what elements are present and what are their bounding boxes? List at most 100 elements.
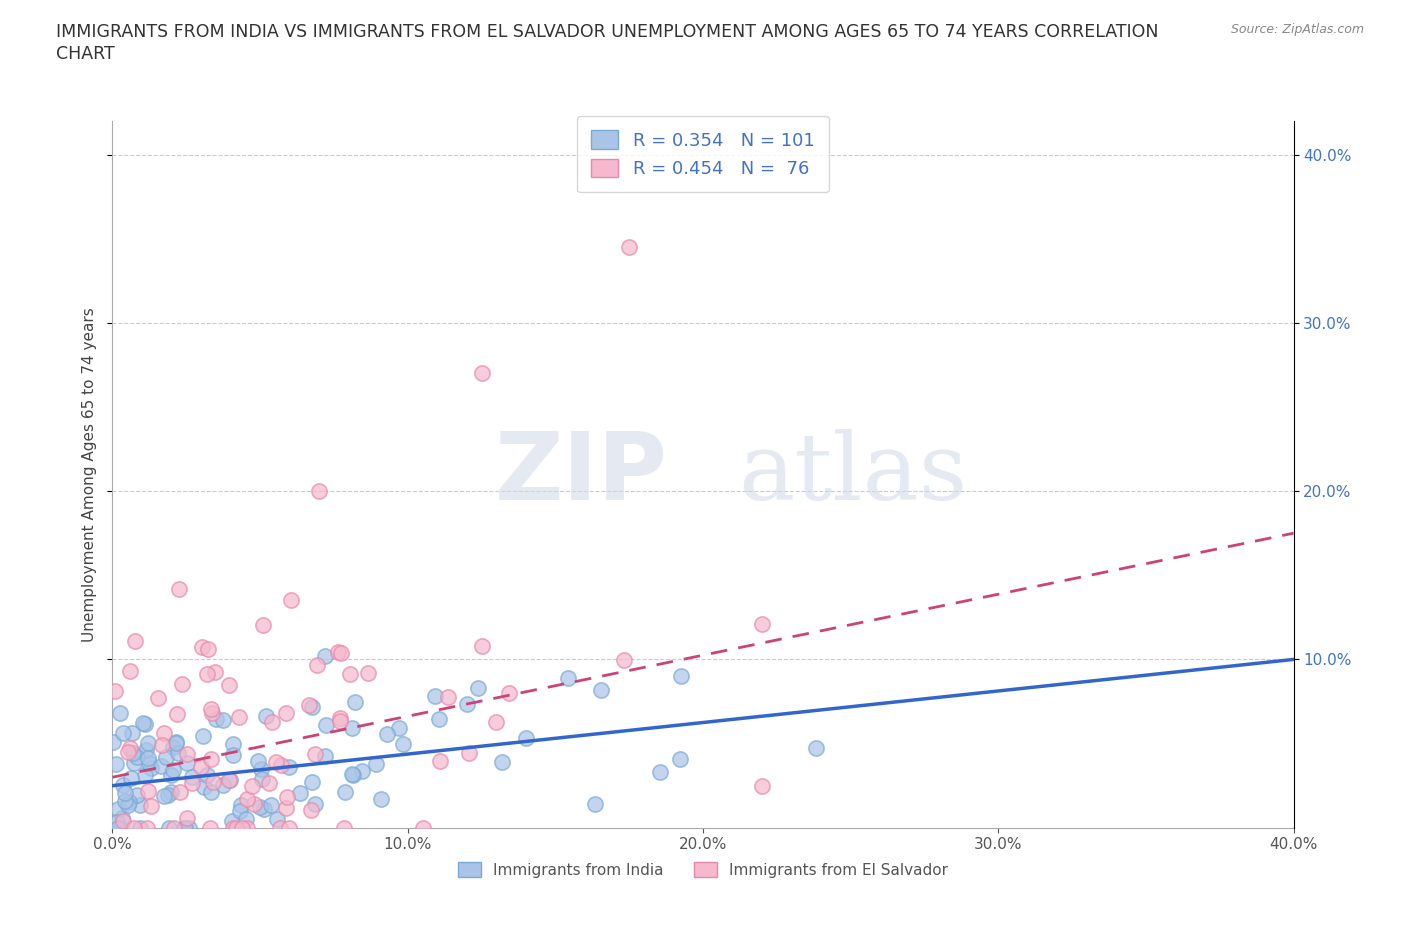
Point [112, 777, 135, 792]
Point [104, 757, 127, 772]
Point [120, 770, 142, 785]
Point [200, 751, 222, 766]
Point [470, 639, 492, 654]
Point [254, 708, 277, 723]
Point [297, 698, 319, 712]
Point [288, 786, 311, 801]
Point [257, 776, 280, 790]
Point [388, 720, 411, 735]
Point [135, 820, 157, 835]
Point [280, 592, 302, 607]
Point [127, 750, 149, 764]
Point [329, 645, 352, 660]
Point [456, 697, 478, 711]
Point [122, 820, 145, 835]
Point [470, 365, 494, 380]
Point [305, 658, 328, 672]
Point [221, 748, 243, 763]
Point [190, 760, 212, 775]
Point [114, 793, 136, 808]
Point [157, 788, 180, 803]
Point [181, 769, 204, 784]
Point [314, 748, 336, 763]
Point [315, 717, 337, 732]
Point [111, 810, 134, 825]
Point [104, 684, 127, 698]
Point [120, 664, 142, 679]
Point [121, 726, 143, 741]
Point [197, 642, 219, 657]
Point [751, 617, 773, 631]
Point [278, 820, 301, 835]
Point [162, 739, 184, 754]
Point [333, 785, 356, 800]
Point [134, 717, 156, 732]
Point [364, 757, 387, 772]
Point [375, 726, 398, 741]
Point [668, 751, 690, 766]
Point [181, 776, 204, 790]
Point [193, 779, 215, 794]
Point [114, 786, 136, 801]
Point [437, 689, 460, 704]
Point [169, 785, 191, 800]
Point [195, 768, 218, 783]
Point [221, 814, 243, 829]
Point [135, 742, 157, 757]
Point [117, 745, 139, 760]
Point [429, 753, 451, 768]
Point [370, 791, 392, 806]
Point [262, 714, 284, 729]
Point [150, 737, 173, 752]
Point [112, 725, 135, 740]
Point [218, 773, 240, 788]
Point [342, 767, 364, 782]
Point [357, 666, 380, 681]
Point [122, 756, 145, 771]
Point [619, 240, 641, 255]
Point [222, 820, 245, 835]
Point [197, 667, 219, 682]
Point [165, 735, 187, 750]
Point [108, 820, 131, 835]
Point [491, 754, 513, 769]
Point [165, 736, 187, 751]
Point [108, 706, 131, 721]
Point [204, 664, 226, 679]
Point [136, 784, 159, 799]
Point [117, 797, 139, 812]
Point [176, 811, 198, 826]
Point [160, 767, 183, 782]
Point [202, 775, 225, 790]
Point [276, 801, 298, 816]
Point [218, 773, 240, 788]
Point [118, 794, 141, 809]
Point [340, 766, 363, 781]
Point [270, 757, 292, 772]
Text: Source: ZipAtlas.com: Source: ZipAtlas.com [1230, 23, 1364, 36]
Point [583, 797, 606, 812]
Point [249, 800, 271, 815]
Point [557, 671, 579, 685]
Point [129, 820, 152, 835]
Point [260, 798, 283, 813]
Point [155, 750, 177, 764]
Point [231, 820, 253, 835]
Point [304, 746, 326, 761]
Point [243, 796, 266, 811]
Point [225, 820, 247, 835]
Point [152, 725, 174, 740]
Point [176, 746, 198, 761]
Point [304, 797, 326, 812]
Point [160, 785, 183, 800]
Point [249, 762, 271, 777]
Point [277, 760, 299, 775]
Point [200, 784, 222, 799]
Point [467, 681, 489, 696]
Point [105, 815, 128, 830]
Text: IMMIGRANTS FROM INDIA VS IMMIGRANTS FROM EL SALVADOR UNEMPLOYMENT AMONG AGES 65 : IMMIGRANTS FROM INDIA VS IMMIGRANTS FROM… [56, 23, 1159, 41]
Point [166, 745, 188, 760]
Point [252, 618, 274, 632]
Point [343, 694, 366, 709]
Point [167, 581, 190, 596]
